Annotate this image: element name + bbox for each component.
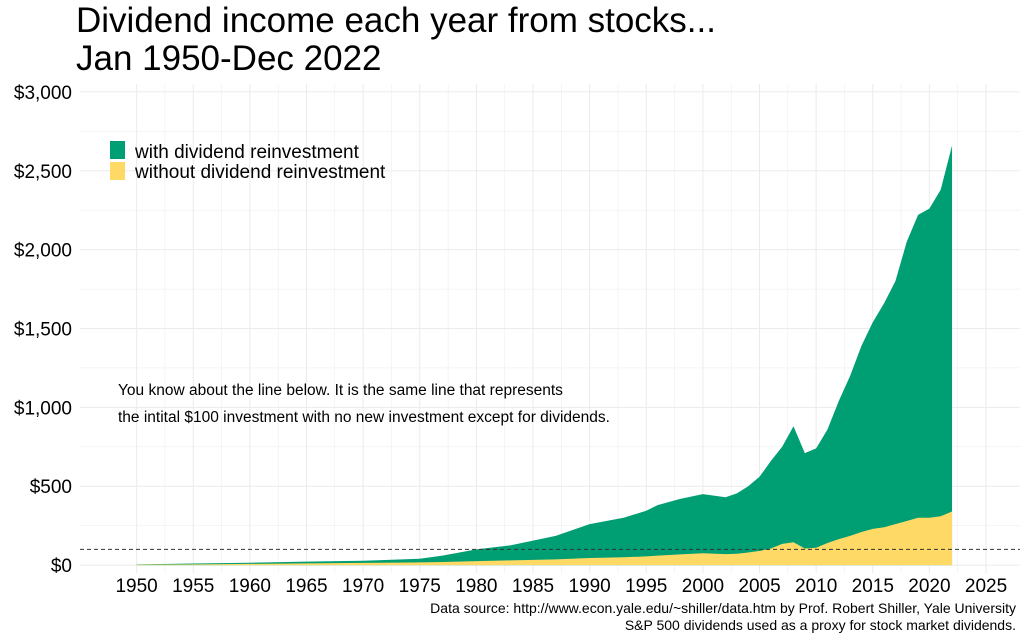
annotation-line-2: the intital $100 investment with no new … [118, 409, 610, 426]
x-tick-label: 1985 [512, 576, 554, 597]
annotation: You know about the line below. It is the… [118, 382, 610, 426]
area-with-reinvestment [136, 145, 953, 566]
x-tick-label: 1970 [342, 576, 384, 597]
x-tick-label: 2015 [852, 576, 894, 597]
x-tick-label: 1955 [172, 576, 214, 597]
x-tick-label: 2005 [738, 576, 780, 597]
x-tick-label: 1980 [455, 576, 497, 597]
y-tick-label: $500 [30, 477, 72, 498]
y-tick-label: $2,000 [14, 241, 72, 262]
x-tick-label: 2025 [965, 576, 1007, 597]
chart-title-line-2: Jan 1950-Dec 2022 [76, 39, 382, 78]
y-axis: $0 $500 $1,000 $1,500 $2,000 $2,500 $3,000 [14, 83, 72, 577]
x-tick-label: 2020 [908, 576, 950, 597]
legend-label-with: with dividend reinvestment [134, 142, 360, 163]
proxy-note-caption: S&P 500 dividends used as a proxy for st… [624, 617, 1016, 633]
x-tick-label: 1965 [285, 576, 327, 597]
legend-swatch-with [110, 141, 125, 159]
y-tick-label: $1,000 [14, 398, 72, 419]
dividend-area-chart: $0 $500 $1,000 $1,500 $2,000 $2,500 $3,000 195… [14, 83, 1020, 597]
x-axis: 1950 1955 1960 1965 1970 1975 1980 1985 1990 1995… [115, 576, 1007, 597]
y-tick-label: $1,500 [14, 320, 72, 341]
annotation-line-1: You know about the line below. It is the… [118, 382, 563, 399]
x-tick-label: 1975 [399, 576, 441, 597]
x-tick-label: 1990 [568, 576, 610, 597]
y-tick-label: $0 [51, 556, 72, 577]
data-source-caption: Data source: http://www.econ.yale.edu/~s… [430, 600, 1016, 616]
x-tick-label: 1995 [625, 576, 667, 597]
y-tick-label: $2,500 [14, 162, 72, 183]
area-without-reinvestment [136, 511, 953, 566]
legend-swatch-without [110, 162, 125, 180]
x-tick-label: 1950 [115, 576, 157, 597]
x-tick-label: 1960 [229, 576, 271, 597]
y-tick-label: $3,000 [14, 83, 72, 104]
legend-label-without: without dividend reinvestment [134, 162, 386, 183]
x-tick-label: 2000 [682, 576, 724, 597]
x-tick-label: 2010 [795, 576, 837, 597]
chart-title: Dividend income each year from stocks...… [76, 2, 716, 78]
legend: with dividend reinvestment without divid… [110, 141, 386, 183]
chart-title-line-1: Dividend income each year from stocks... [76, 1, 716, 40]
